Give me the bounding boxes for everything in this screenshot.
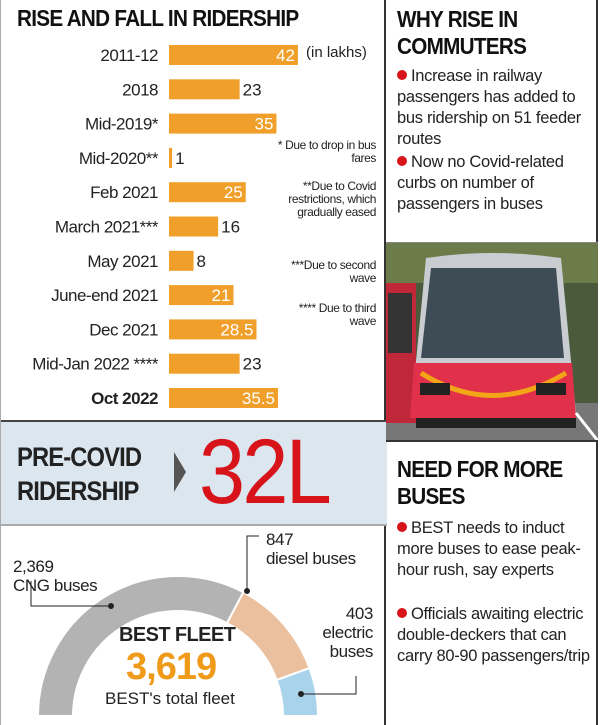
unit-label: (in lakhs) (306, 44, 367, 61)
value-label: 28.5 (220, 320, 253, 339)
value-label: 8 (197, 252, 206, 271)
category-label: Oct 2022 (91, 389, 158, 408)
value-label: 16 (221, 218, 240, 237)
electric-bus-image (386, 243, 598, 440)
why-bullet-1-text: Increase in railway passengers has added… (397, 67, 581, 148)
bullet-dot-icon (397, 156, 407, 166)
why-bullet-2-text: Now no Covid-related curbs on number of … (397, 153, 564, 213)
need-bullet-2: Officials awaiting electric double-decke… (397, 604, 597, 667)
value-label: 25 (224, 183, 243, 202)
diesel-label: 847 diesel buses (266, 530, 356, 568)
arrow-right-icon (174, 452, 186, 492)
need-title: NEED FOR MORE BUSES (397, 456, 563, 510)
category-label: Dec 2021 (89, 320, 158, 339)
value-label: 21 (212, 286, 231, 305)
why-bullet-2: Now no Covid-related curbs on number of … (397, 152, 597, 215)
category-label: Mid-2019* (85, 115, 159, 134)
gauge-segment (225, 590, 311, 682)
bar (169, 353, 240, 374)
chart-title: RISE AND FALL IN RIDERSHIP (17, 5, 299, 31)
diesel-caption: diesel buses (266, 549, 356, 568)
category-label: Mid-Jan 2022 **** (32, 355, 159, 374)
ridership-panel: 2011-12 42 2018 23 Mid-2019* 35 Mid-2020** 1 Feb… (0, 0, 387, 725)
leader-dot (108, 603, 114, 609)
bar (169, 147, 173, 168)
diesel-value: 847 (266, 530, 294, 549)
info-column: WHY RISE IN COMMUTERS Increase in railwa… (386, 0, 598, 725)
value-label: 23 (243, 355, 262, 374)
bar (169, 388, 278, 408)
category-label: May 2021 (87, 252, 158, 271)
fleet-title: BEST FLEET (119, 624, 236, 646)
footnote-2: **Due to Covid restrictions, which gradu… (288, 179, 376, 219)
precovid-label-line1: PRE-COVID (17, 442, 142, 472)
value-label: 35.5 (242, 389, 275, 408)
need-bullet-1: BEST needs to induct more buses to ease … (397, 518, 597, 581)
why-title-line2: COMMUTERS (397, 33, 527, 59)
need-title-line1: NEED FOR MORE (397, 456, 563, 482)
bullet-dot-icon (397, 608, 407, 618)
bar (169, 216, 219, 237)
electric-label: 403 electric buses (301, 604, 373, 661)
leader-dot (298, 691, 304, 697)
bar (169, 182, 246, 203)
bar (169, 319, 257, 340)
leader-line (30, 581, 111, 607)
value-label: 42 (276, 46, 295, 65)
leader-line (246, 535, 259, 591)
category-label: June-end 2021 (51, 286, 158, 305)
value-label: 35 (255, 115, 274, 134)
precovid-label-line2: RIDERSHIP (17, 476, 139, 506)
category-label: Mid-2020** (79, 149, 159, 168)
cng-label: 2,369 CNG buses (13, 557, 98, 595)
cng-value: 2,369 (13, 557, 54, 576)
bar (169, 45, 298, 65)
leader-line (301, 676, 357, 695)
bullet-dot-icon (397, 70, 407, 80)
value-label: 23 (243, 80, 262, 99)
gauge-segment (275, 666, 320, 717)
precovid-label: PRE-COVID RIDERSHIP (17, 440, 142, 508)
bullet-dot-icon (397, 522, 407, 532)
footnote-3: ***Due to second wave (291, 258, 376, 285)
footnote-1: * Due to drop in bus fares (277, 138, 376, 165)
footnote-4: **** Due to third wave (298, 301, 377, 328)
electric-caption-1: electric (322, 623, 373, 642)
fleet-gauge (30, 535, 357, 717)
fleet-total-caption: BEST's total fleet (105, 689, 235, 708)
bar (169, 285, 234, 306)
bar (169, 250, 194, 271)
need-bullet-2-text: Officials awaiting electric double-decke… (397, 605, 590, 665)
value-label: 1 (175, 149, 184, 168)
precovid-value: 32L (199, 421, 332, 523)
electric-caption-2: buses (329, 642, 374, 661)
precovid-ridership-box: PRE-COVID RIDERSHIP 32L (1, 420, 387, 526)
category-label: Feb 2021 (90, 183, 158, 202)
category-label: March 2021*** (55, 218, 159, 237)
bus-photo (386, 242, 598, 440)
why-title-line1: WHY RISE IN (397, 6, 518, 32)
ridership-bar-chart: 2011-12 42 2018 23 Mid-2019* 35 Mid-2020** 1 Feb… (32, 45, 298, 408)
bar (169, 79, 240, 100)
need-section: NEED FOR MORE BUSES BEST needs to induct… (386, 440, 598, 725)
category-label: 2011-12 (100, 46, 158, 65)
cng-caption: CNG buses (13, 576, 98, 595)
electric-value: 403 (345, 604, 374, 623)
fleet-total: 3,619 (126, 646, 217, 688)
bar (169, 113, 277, 134)
need-bullet-1-text: BEST needs to induct more buses to ease … (397, 519, 581, 579)
fleet-section: 2,369 CNG buses 847 diesel buses 403 ele… (1, 526, 387, 725)
category-label: 2018 (122, 80, 158, 99)
leader-dot (244, 588, 250, 594)
why-title: WHY RISE IN COMMUTERS (397, 6, 527, 60)
why-bullet-1: Increase in railway passengers has added… (397, 66, 597, 150)
need-title-line2: BUSES (397, 483, 465, 509)
